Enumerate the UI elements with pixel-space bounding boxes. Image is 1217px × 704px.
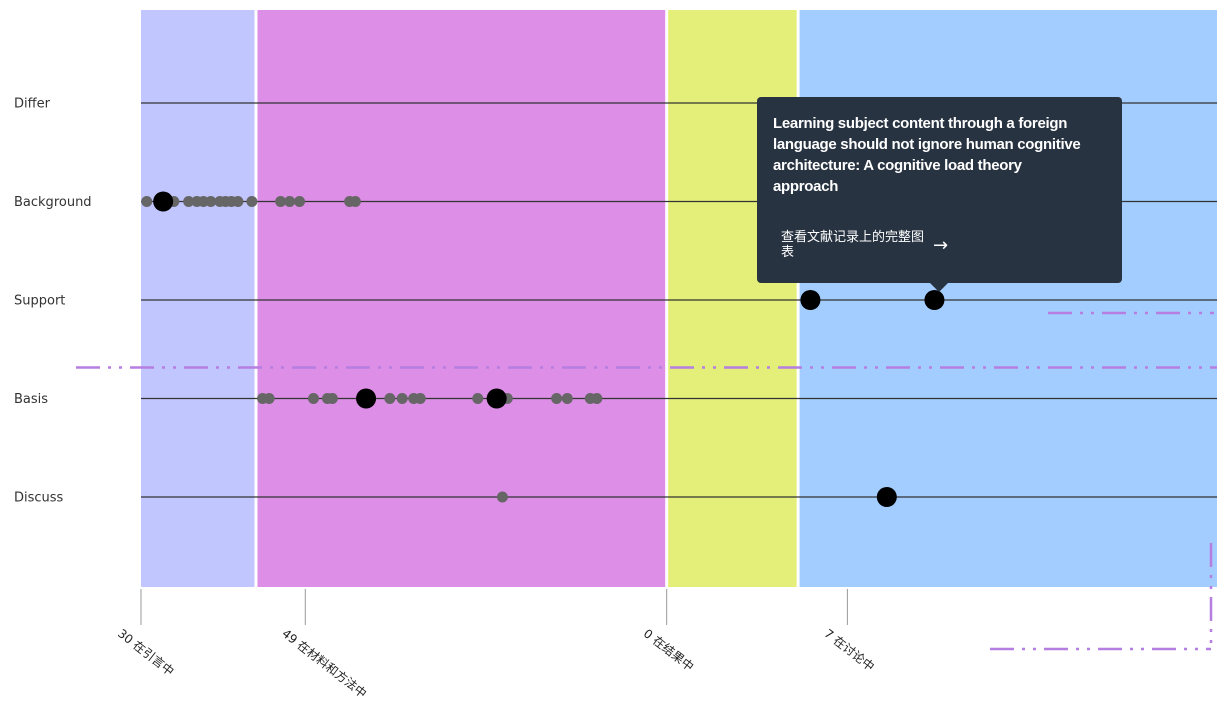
citation-dot[interactable] (800, 290, 821, 310)
tooltip-title: Learning subject content through a forei… (773, 115, 1081, 195)
citation-dot[interactable] (183, 196, 195, 207)
citation-dot[interactable] (486, 388, 507, 409)
citation-dot[interactable] (307, 393, 319, 404)
citation-tooltip: Learning subject content through a forei… (757, 97, 1122, 292)
citation-dot[interactable] (294, 196, 306, 207)
citation-dot[interactable] (263, 393, 275, 404)
citation-dot[interactable] (561, 393, 573, 404)
x-tick-label: 49 在材料和方法中 (279, 626, 369, 701)
x-tick-label: 0 在结果中 (641, 626, 697, 674)
row-labels: Differ Background Support Basis Discuss (14, 97, 92, 506)
citation-dots (141, 99, 945, 507)
row-label: Support (14, 294, 65, 309)
citation-dot[interactable] (414, 393, 426, 404)
x-tick-label: 30 在引言中 (115, 626, 177, 679)
citation-dot[interactable] (141, 196, 153, 207)
citation-dot[interactable] (284, 196, 296, 207)
full-chart-link[interactable]: 查看文献记录上的完整图表 → (781, 230, 1106, 260)
citation-dot[interactable] (349, 196, 361, 207)
citation-dot[interactable] (472, 393, 484, 404)
citation-dot[interactable] (551, 393, 563, 404)
citation-dot[interactable] (876, 487, 897, 507)
row-label: Basis (14, 392, 48, 407)
row-label: Background (14, 195, 92, 210)
citation-dot[interactable] (326, 393, 338, 404)
x-axis-ticks: 30 在引言中 49 在材料和方法中 0 在结果中 7 在讨论中 (115, 589, 878, 701)
citation-dot[interactable] (205, 196, 217, 207)
x-tick-label: 7 在讨论中 (822, 626, 878, 674)
citation-dot[interactable] (384, 393, 396, 404)
citation-dot[interactable] (591, 393, 603, 404)
section-band (141, 10, 255, 587)
citation-dot[interactable] (496, 491, 508, 503)
citation-dot[interactable] (153, 191, 174, 212)
citation-dot[interactable] (246, 196, 258, 207)
citation-dot[interactable] (924, 290, 945, 310)
citation-dot[interactable] (356, 388, 377, 409)
row-label: Differ (14, 97, 51, 112)
citation-dot[interactable] (232, 196, 244, 207)
section-band (257, 10, 666, 587)
arrow-right-icon: → (933, 234, 949, 256)
citation-dot[interactable] (275, 196, 287, 207)
row-label: Discuss (14, 491, 64, 506)
citation-dot[interactable] (396, 393, 408, 404)
dash-decorations (76, 311, 1217, 651)
full-chart-link-label: 查看文献记录上的完整图表 (781, 230, 925, 260)
